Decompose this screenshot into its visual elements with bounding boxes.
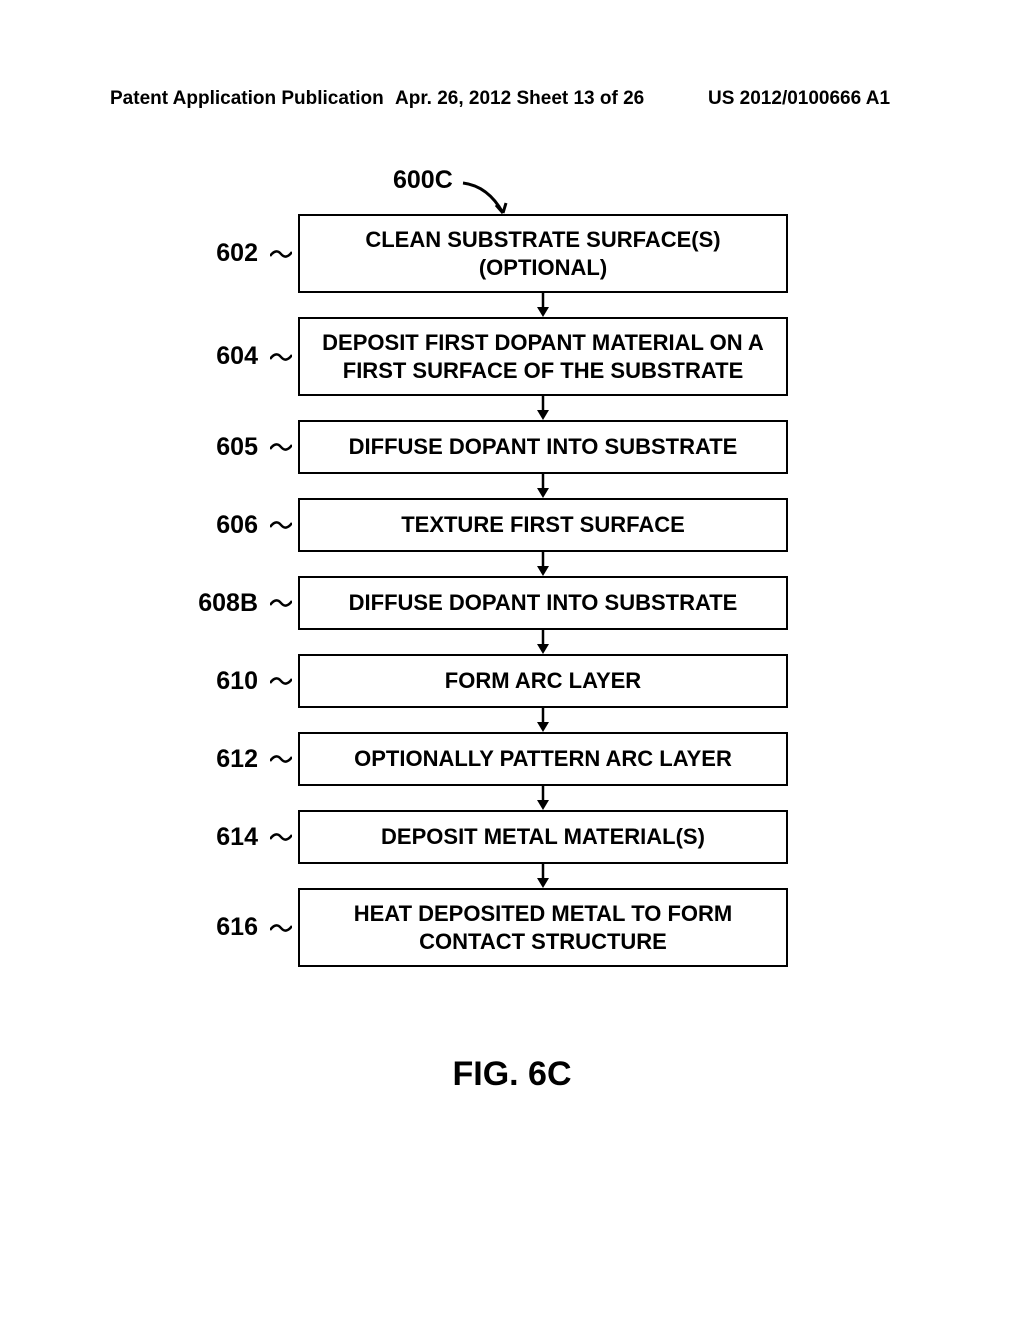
arrow-connector — [298, 474, 788, 498]
step-label: 610 — [188, 667, 258, 696]
step-box: TEXTURE FIRST SURFACE — [298, 498, 788, 552]
step-box: CLEAN SUBSTRATE SURFACE(S) (OPTIONAL) — [298, 214, 788, 293]
step-box: DIFFUSE DOPANT INTO SUBSTRATE — [298, 576, 788, 630]
step-label: 604 — [188, 342, 258, 371]
down-arrow-icon — [531, 630, 555, 654]
tilde-icon — [270, 439, 292, 455]
figure-caption: FIG. 6C — [0, 1055, 1024, 1094]
arrow-connector — [298, 864, 788, 888]
tilde-icon — [270, 829, 292, 845]
header-left-text: Patent Application Publication — [110, 88, 384, 110]
down-arrow-icon — [531, 786, 555, 810]
tilde-icon — [270, 751, 292, 767]
step-row: 604 DEPOSIT FIRST DOPANT MATERIAL ON A F… — [188, 317, 828, 396]
step-box: OPTIONALLY PATTERN ARC LAYER — [298, 732, 788, 786]
step-row: 602 CLEAN SUBSTRATE SURFACE(S) (OPTIONAL… — [188, 214, 828, 293]
step-row: 606 TEXTURE FIRST SURFACE — [188, 498, 828, 552]
step-row: 614 DEPOSIT METAL MATERIAL(S) — [188, 810, 828, 864]
down-arrow-icon — [531, 474, 555, 498]
down-arrow-icon — [531, 293, 555, 317]
flowchart-reference-label: 600C — [393, 166, 453, 195]
arrow-connector — [298, 552, 788, 576]
step-label: 616 — [188, 913, 258, 942]
step-box: FORM ARC LAYER — [298, 654, 788, 708]
steps-container: 602 CLEAN SUBSTRATE SURFACE(S) (OPTIONAL… — [188, 214, 828, 967]
step-label: 608B — [188, 589, 258, 618]
step-label: 614 — [188, 823, 258, 852]
arrow-connector — [298, 708, 788, 732]
tilde-icon — [270, 349, 292, 365]
down-arrow-icon — [531, 396, 555, 420]
header-center-text: Apr. 26, 2012 Sheet 13 of 26 — [395, 88, 644, 110]
step-row: 608B DIFFUSE DOPANT INTO SUBSTRATE — [188, 576, 828, 630]
down-arrow-icon — [531, 552, 555, 576]
header-right-text: US 2012/0100666 A1 — [708, 88, 890, 110]
down-arrow-icon — [531, 708, 555, 732]
step-box: DEPOSIT FIRST DOPANT MATERIAL ON A FIRST… — [298, 317, 788, 396]
tilde-icon — [270, 673, 292, 689]
step-row: 610 FORM ARC LAYER — [188, 654, 828, 708]
tilde-icon — [270, 920, 292, 936]
tilde-icon — [270, 246, 292, 262]
step-label: 606 — [188, 511, 258, 540]
step-label: 612 — [188, 745, 258, 774]
arrow-connector — [298, 786, 788, 810]
tilde-icon — [270, 595, 292, 611]
tilde-icon — [270, 517, 292, 533]
step-row: 605 DIFFUSE DOPANT INTO SUBSTRATE — [188, 420, 828, 474]
down-arrow-icon — [531, 864, 555, 888]
step-label: 605 — [188, 433, 258, 462]
step-row: 616 HEAT DEPOSITED METAL TO FORM CONTACT… — [188, 888, 828, 967]
step-row: 612 OPTIONALLY PATTERN ARC LAYER — [188, 732, 828, 786]
arrow-connector — [298, 293, 788, 317]
step-label: 602 — [188, 239, 258, 268]
step-box: DIFFUSE DOPANT INTO SUBSTRATE — [298, 420, 788, 474]
arrow-connector — [298, 630, 788, 654]
arrow-connector — [298, 396, 788, 420]
step-box: HEAT DEPOSITED METAL TO FORM CONTACT STR… — [298, 888, 788, 967]
step-box: DEPOSIT METAL MATERIAL(S) — [298, 810, 788, 864]
